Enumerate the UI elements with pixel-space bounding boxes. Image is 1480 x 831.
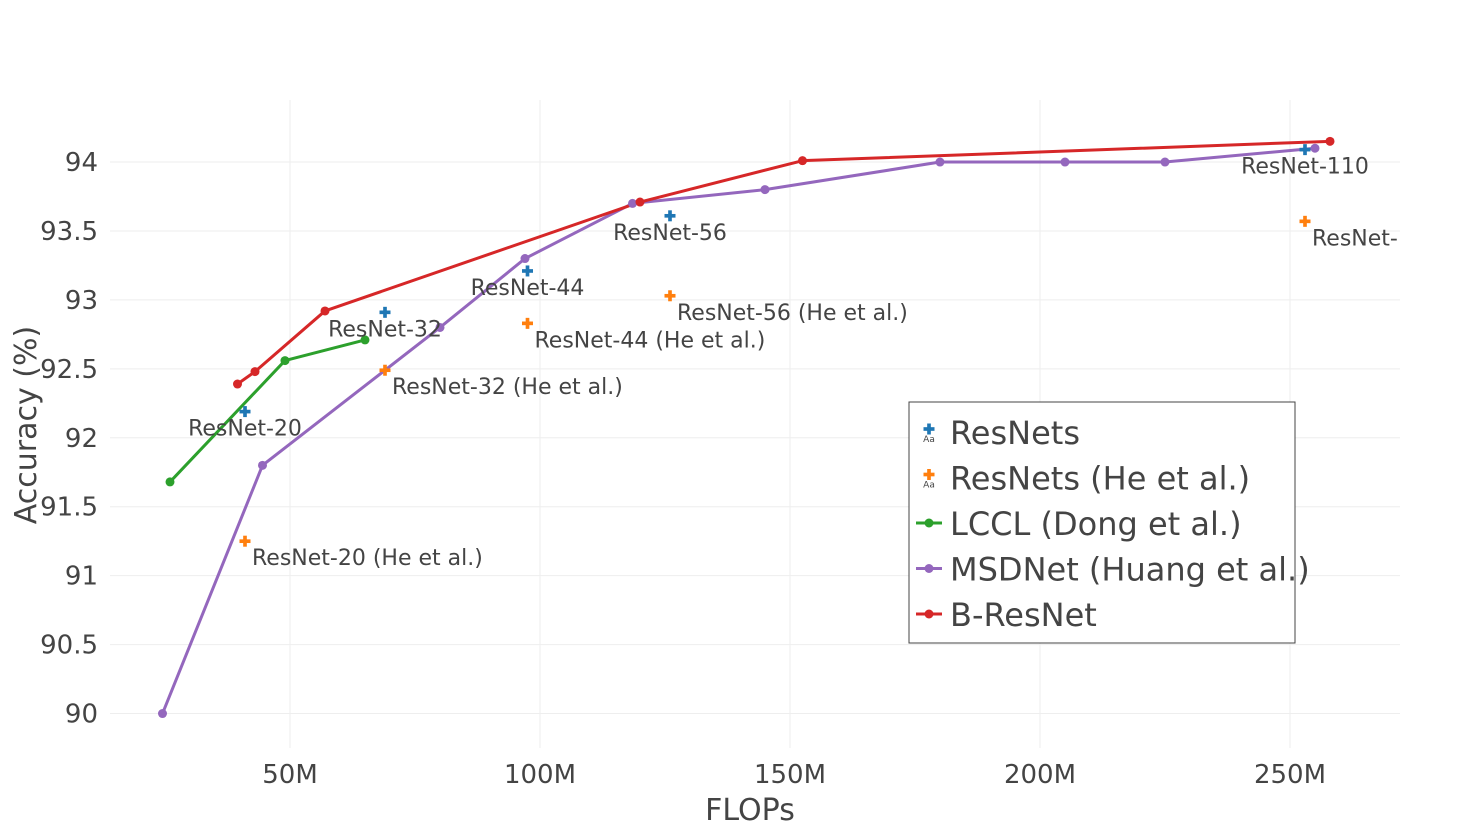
series-2-point[interactable] bbox=[280, 356, 290, 366]
x-axis-title: FLOPs bbox=[705, 793, 795, 828]
data-label: ResNet-110 bbox=[1241, 155, 1369, 180]
legend[interactable]: Aa ResNets Aa ResNets (He et al.) LCCL (Dong… bbox=[908, 401, 1310, 644]
y-axis-title: Accuracy (%) bbox=[9, 326, 44, 524]
y-tick-label: 92.5 bbox=[40, 355, 98, 385]
series-0-point bbox=[239, 406, 251, 418]
series-2-point[interactable] bbox=[165, 477, 175, 487]
series-3-point[interactable] bbox=[520, 254, 530, 264]
cross-v bbox=[383, 364, 387, 376]
cross-v bbox=[525, 265, 530, 277]
series-1-point bbox=[1299, 215, 1311, 227]
series-0-point bbox=[379, 306, 391, 318]
legend-item-4[interactable]: B-ResNet bbox=[916, 596, 1097, 634]
legend-label: ResNets (He et al.) bbox=[950, 460, 1250, 498]
legend-label: ResNets bbox=[950, 414, 1080, 452]
data-label: ResNet-32 (He et al.) bbox=[392, 375, 623, 400]
legend-dot-swatch bbox=[924, 609, 934, 619]
series-3-point[interactable] bbox=[1060, 157, 1070, 167]
series-4-point[interactable] bbox=[320, 306, 330, 316]
axis-layer: 50M 100M 150M 200M 250M 90 90.5 91 91.5 92 92.5 93 9… bbox=[40, 148, 1326, 790]
annotation-layer: ResNet-20 ResNet-32 ResNet-44 ResNet-56 ResN… bbox=[188, 155, 1398, 572]
data-label: ResNet-56 bbox=[613, 221, 727, 246]
series-4-point[interactable] bbox=[1325, 136, 1335, 146]
series-3-point[interactable] bbox=[628, 198, 637, 208]
y-tick-label: 93.5 bbox=[40, 217, 98, 247]
legend-item-1[interactable]: Aa ResNets (He et al.) bbox=[923, 460, 1250, 498]
cross-v bbox=[1303, 144, 1307, 156]
cross-v bbox=[668, 210, 672, 222]
legend-label: B-ResNet bbox=[950, 596, 1097, 634]
series-3-point[interactable] bbox=[1310, 143, 1320, 153]
legend-label: MSDNet (Huang et al.) bbox=[950, 551, 1310, 589]
cross-v bbox=[525, 317, 530, 329]
legend-dot-swatch bbox=[924, 518, 934, 528]
y-tick-label: 90 bbox=[65, 700, 98, 730]
series-line-4 bbox=[236, 139, 1331, 386]
series-3-point[interactable] bbox=[258, 460, 267, 470]
series-4-point[interactable] bbox=[233, 379, 242, 389]
series-0-point bbox=[1299, 144, 1311, 156]
x-tick-label: 200M bbox=[1004, 760, 1076, 790]
x-tick-label: 100M bbox=[504, 760, 576, 790]
cross-v bbox=[927, 469, 931, 480]
y-tick-label: 91 bbox=[65, 562, 98, 592]
data-label: ResNet- bbox=[1312, 226, 1398, 251]
legend-item-2[interactable]: LCCL (Dong et al.) bbox=[916, 505, 1242, 543]
series-3-point[interactable] bbox=[435, 322, 445, 332]
cross-v bbox=[383, 306, 387, 318]
series-1-point bbox=[522, 317, 533, 329]
series-0-point bbox=[664, 210, 676, 222]
series-1-point bbox=[379, 364, 391, 376]
data-label: ResNet-20 bbox=[188, 417, 302, 442]
legend-item-0[interactable]: Aa ResNets bbox=[923, 414, 1080, 452]
legend-box bbox=[908, 401, 1296, 644]
legend-item-3[interactable]: MSDNet (Huang et al.) bbox=[916, 551, 1310, 589]
y-tick-label: 93 bbox=[65, 286, 98, 316]
series-2-point[interactable] bbox=[360, 335, 370, 345]
data-label: ResNet-56 (He et al.) bbox=[677, 301, 908, 326]
y-tick-label: 91.5 bbox=[40, 493, 98, 523]
series-line-3 bbox=[161, 146, 1316, 715]
cross-v bbox=[668, 290, 672, 302]
series-3-point[interactable] bbox=[760, 185, 770, 195]
data-label: ResNet-20 (He et al.) bbox=[252, 546, 483, 571]
cross-v bbox=[1303, 215, 1307, 227]
y-tick-label: 90.5 bbox=[40, 631, 98, 661]
legend-cross-swatch bbox=[923, 469, 935, 480]
markers-layer bbox=[158, 136, 1335, 719]
series-3-point[interactable] bbox=[1160, 157, 1170, 167]
y-tick-label: 94 bbox=[65, 148, 98, 178]
data-label: ResNet-44 (He et al.) bbox=[535, 328, 766, 353]
series-1-point bbox=[239, 535, 251, 547]
x-tick-label: 150M bbox=[754, 760, 826, 790]
cross-v bbox=[243, 535, 247, 547]
x-tick-label: 50M bbox=[262, 760, 318, 790]
series-0-point bbox=[522, 265, 533, 277]
series-4-point[interactable] bbox=[250, 367, 260, 377]
data-label: ResNet-44 bbox=[471, 276, 585, 301]
cross-v bbox=[243, 406, 247, 418]
series-4-point[interactable] bbox=[798, 156, 807, 166]
legend-label: LCCL (Dong et al.) bbox=[950, 505, 1242, 543]
legend-dot-swatch bbox=[924, 564, 934, 573]
series-1-point bbox=[664, 290, 676, 302]
legend-text-swatch-icon: Aa bbox=[923, 435, 935, 445]
series-3-point[interactable] bbox=[158, 709, 167, 719]
series-3-point[interactable] bbox=[935, 157, 945, 167]
data-label: ResNet-32 bbox=[328, 317, 442, 342]
legend-text-swatch-icon: Aa bbox=[923, 481, 935, 491]
x-tick-label: 250M bbox=[1254, 760, 1326, 790]
cross-v bbox=[927, 423, 931, 435]
y-tick-label: 92 bbox=[65, 424, 98, 454]
series-4-point[interactable] bbox=[635, 197, 645, 207]
legend-cross-swatch bbox=[923, 423, 935, 435]
